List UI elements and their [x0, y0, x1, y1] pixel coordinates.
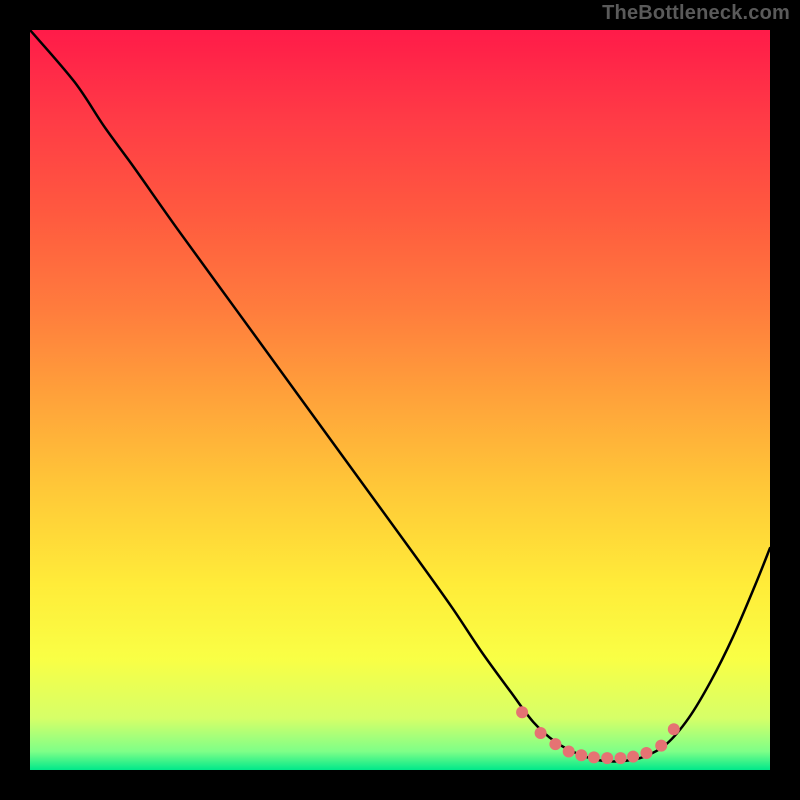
marker-dot [535, 727, 547, 739]
marker-dot [516, 706, 528, 718]
marker-dot [601, 752, 613, 764]
watermark-text: TheBottleneck.com [602, 2, 790, 25]
marker-dot [668, 723, 680, 735]
marker-dot [575, 749, 587, 761]
marker-dot [563, 746, 575, 758]
marker-dot [615, 752, 627, 764]
marker-dot [655, 740, 667, 752]
plot-svg [30, 30, 770, 770]
marker-dot [549, 738, 561, 750]
gradient-background [30, 30, 770, 770]
marker-dot [627, 751, 639, 763]
chart-frame: TheBottleneck.com [0, 0, 800, 800]
marker-dot [588, 751, 600, 763]
plot-area [30, 30, 770, 770]
marker-dot [640, 747, 652, 759]
